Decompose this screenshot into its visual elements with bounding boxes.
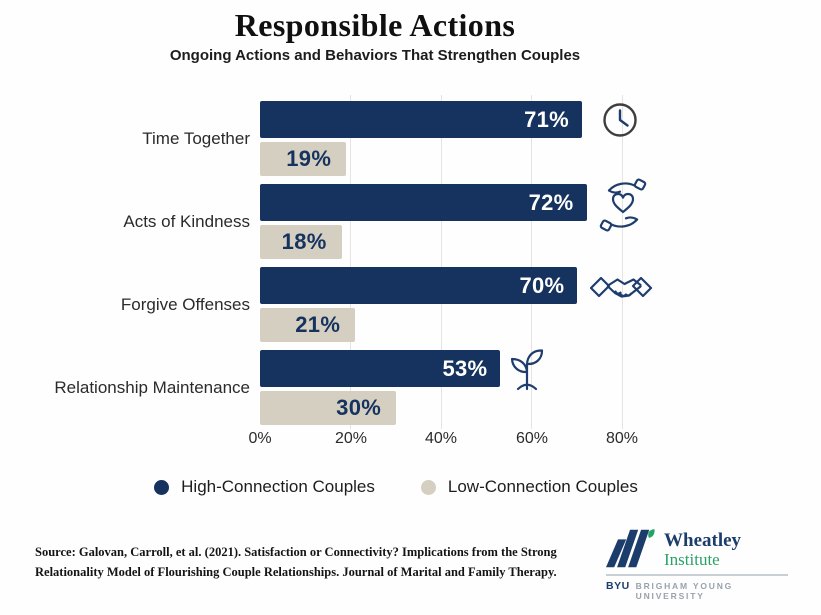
gridline-40 xyxy=(441,95,442,429)
gridline-20 xyxy=(350,95,351,429)
axis-tick-0: 0% xyxy=(248,430,272,447)
category-label-time-together: Time Together xyxy=(142,129,250,148)
bar-value-label: 53% xyxy=(442,355,488,381)
hands-holding-heart-icon xyxy=(599,178,647,232)
logo-name-wheatley: Wheatley xyxy=(664,530,742,551)
axis-tick-60: 60% xyxy=(515,430,549,447)
logo-name-institute: Institute xyxy=(664,550,720,569)
handshake-icon xyxy=(589,276,653,298)
bar-low-time-together: 19% xyxy=(260,142,347,176)
wheatley-institute-logo: Wheatley Institute BYU BRIGHAM YOUNG UNI… xyxy=(606,528,796,601)
wheatley-w-icon xyxy=(606,529,655,568)
axis-tick-40: 40% xyxy=(424,430,458,447)
bar-high-time-together: 71% xyxy=(260,101,582,138)
axis-tick-80: 80% xyxy=(605,430,639,447)
bar-value-label: 71% xyxy=(524,106,569,132)
bar-high-acts-of-kindness: 72% xyxy=(260,184,587,221)
legend-item-low-connection: Low-Connection Couples xyxy=(420,476,638,498)
bar-high-relationship-maintenance: 53% xyxy=(260,350,501,387)
bar-value-label: 72% xyxy=(528,189,574,215)
bar-value-label: 21% xyxy=(295,312,341,337)
category-label-acts-of-kindness: Acts of Kindness xyxy=(123,212,250,231)
page-subtitle: Ongoing Actions and Behaviors That Stren… xyxy=(169,47,581,64)
bar-value-label: 30% xyxy=(336,395,382,420)
bar-low-acts-of-kindness: 18% xyxy=(260,225,342,259)
byu-wordmark: BYU xyxy=(606,580,630,592)
bar-value-label: 19% xyxy=(286,146,332,171)
high-connection-dot-icon xyxy=(154,479,170,495)
legend-label: Low-Connection Couples xyxy=(447,477,638,496)
category-label-relationship-maintenance: Relationship Maintenance xyxy=(54,378,250,397)
byu-university-label: BRIGHAM YOUNG UNIVERSITY xyxy=(635,581,734,601)
header: Responsible Actions Ongoing Actions and … xyxy=(0,6,750,64)
bar-high-forgive-offenses: 70% xyxy=(260,267,578,304)
logo-divider xyxy=(606,574,788,576)
sprout-icon xyxy=(510,349,544,391)
axis-tick-20: 20% xyxy=(334,430,368,447)
gridline-60 xyxy=(531,95,532,429)
clock-icon xyxy=(603,103,637,137)
source-line-2: Relationality Model of Flourishing Coupl… xyxy=(35,565,557,579)
legend-label: High-Connection Couples xyxy=(181,477,375,496)
legend-item-high-connection: High-Connection Couples xyxy=(154,476,375,498)
bar-low-forgive-offenses: 21% xyxy=(260,308,356,342)
category-label-forgive-offenses: Forgive Offenses xyxy=(120,295,250,314)
bar-value-label: 18% xyxy=(281,229,327,254)
gridline-80 xyxy=(622,95,623,429)
page-title: Responsible Actions xyxy=(234,7,516,43)
source-line-1: Source: Galovan, Carroll, et al. (2021).… xyxy=(35,545,557,559)
bar-value-label: 70% xyxy=(519,272,565,298)
low-connection-dot-icon xyxy=(420,479,436,495)
legend: High-Connection Couples Low-Connection C… xyxy=(0,476,792,498)
bar-low-relationship-maintenance: 30% xyxy=(260,391,397,425)
source-citation: Source: Galovan, Carroll, et al. (2021).… xyxy=(35,542,595,582)
